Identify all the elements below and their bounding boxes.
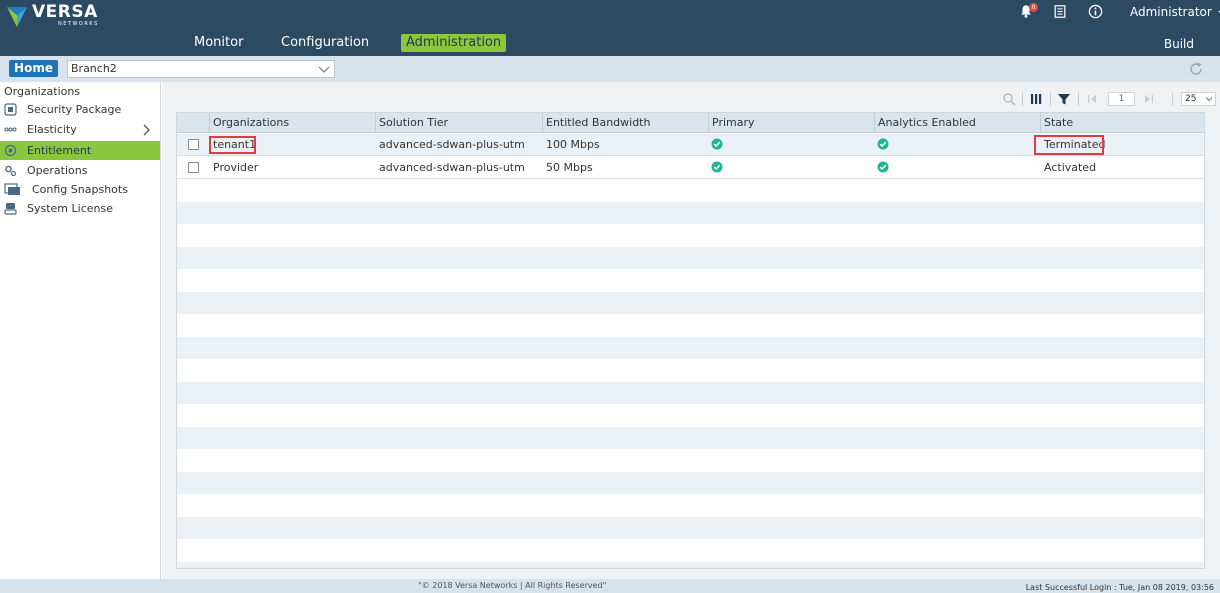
page-number-input[interactable]: 1 <box>1108 92 1135 106</box>
notifications-icon[interactable]: 0 <box>1019 3 1038 20</box>
info-icon[interactable] <box>1088 4 1104 20</box>
table-row[interactable]: tenant1 advanced-sdwan-plus-utm 100 Mbps… <box>177 134 1204 156</box>
chevron-right-icon[interactable] <box>141 124 151 136</box>
sidebar-item-config-snapshots[interactable]: Config Snapshots <box>0 180 160 199</box>
footer: "© 2018 Versa Networks | All Rights Rese… <box>0 579 1220 593</box>
cell-organization[interactable]: Provider <box>213 161 259 174</box>
cell-state: Terminated <box>1044 138 1106 151</box>
chevron-down-icon <box>1205 97 1213 102</box>
refresh-icon[interactable] <box>1188 61 1204 77</box>
chevron-down-icon <box>318 66 330 73</box>
empty-row <box>177 517 1204 539</box>
table-row[interactable]: Provider advanced-sdwan-plus-utm 50 Mbps… <box>177 157 1204 179</box>
user-name: Administrator <box>1130 5 1212 19</box>
column-header-solution-tier[interactable]: Solution Tier <box>375 113 542 133</box>
cell-state: Activated <box>1044 161 1097 174</box>
sidebar-item-security-package[interactable]: Security Package <box>0 100 160 119</box>
build-link[interactable]: Build <box>1163 37 1194 51</box>
chevron-right-icon[interactable] <box>1141 92 1155 106</box>
home-button[interactable]: Home <box>9 60 58 77</box>
sidebar-item-label: Elasticity <box>27 123 77 136</box>
page-size-value: 25 <box>1185 94 1197 104</box>
nav-monitor[interactable]: Monitor <box>194 35 244 50</box>
sidebar-item-elasticity[interactable]: Elasticity <box>0 120 160 139</box>
sub-header: Home Branch2 <box>0 56 1220 82</box>
toolbar-divider <box>1078 92 1079 106</box>
page-size-select[interactable]: 25 <box>1181 92 1216 106</box>
versa-logo-icon <box>7 7 27 27</box>
empty-row <box>177 337 1204 359</box>
columns-icon[interactable] <box>1029 92 1043 106</box>
cell-solution-tier: advanced-sdwan-plus-utm <box>379 161 525 174</box>
config-snapshots-icon <box>4 183 20 195</box>
column-header-primary[interactable]: Primary <box>708 113 874 133</box>
check-circle-icon <box>877 138 889 150</box>
sidebar-title[interactable]: Organizations <box>4 85 81 98</box>
toolbar-divider <box>1172 92 1173 106</box>
column-header-organizations[interactable]: Organizations <box>209 113 375 133</box>
toolbar-divider <box>1022 92 1023 106</box>
operations-icon <box>5 165 17 177</box>
sidebar: Organizations Security Package Elasticit… <box>0 82 161 579</box>
cell-bandwidth: 50 Mbps <box>546 161 593 174</box>
sidebar-item-label: Entitlement <box>27 144 92 157</box>
empty-row <box>177 202 1204 224</box>
check-circle-icon <box>711 161 723 173</box>
empty-row <box>177 427 1204 449</box>
toolbar-divider <box>1050 92 1051 106</box>
main-content: 1 25 Organizations Solution Tier Entitle… <box>162 82 1220 579</box>
entitlement-icon <box>4 144 17 157</box>
chevron-left-icon[interactable] <box>1086 92 1100 106</box>
empty-row <box>177 247 1204 269</box>
empty-row <box>177 562 1204 568</box>
cell-bandwidth: 100 Mbps <box>546 138 600 151</box>
check-circle-icon <box>711 138 723 150</box>
versa-logo[interactable]: VERSA NETWORKS <box>6 4 99 32</box>
system-license-icon <box>4 203 17 215</box>
row-checkbox[interactable] <box>188 162 199 173</box>
sidebar-item-label: Operations <box>27 164 88 177</box>
notification-count: 0 <box>1029 3 1038 12</box>
tasks-icon[interactable] <box>1053 4 1069 20</box>
column-header-analytics-enabled[interactable]: Analytics Enabled <box>874 113 1040 133</box>
user-menu[interactable]: Administrator <box>1130 5 1220 19</box>
highlight-box <box>1034 135 1104 155</box>
filter-icon[interactable] <box>1057 92 1071 106</box>
elasticity-icon <box>4 127 17 132</box>
sidebar-item-label: Config Snapshots <box>32 183 128 196</box>
last-login-text: Last Successful Login : Tue, Jan 08 2019… <box>1025 583 1214 592</box>
cell-organization[interactable]: tenant1 <box>213 138 257 151</box>
empty-row <box>177 382 1204 404</box>
sidebar-item-operations[interactable]: Operations <box>0 161 160 180</box>
copyright-text: "© 2018 Versa Networks | All Rights Rese… <box>418 581 607 590</box>
column-header-entitled-bandwidth[interactable]: Entitled Bandwidth <box>542 113 708 133</box>
sidebar-item-label: System License <box>27 202 113 215</box>
highlight-box <box>209 136 256 154</box>
security-package-icon <box>4 103 17 116</box>
nav-configuration[interactable]: Configuration <box>281 35 370 50</box>
top-header: VERSA NETWORKS Monitor Configuration Adm… <box>0 0 1220 56</box>
sidebar-item-system-license[interactable]: System License <box>0 199 160 218</box>
organizations-grid: Organizations Solution Tier Entitled Ban… <box>176 112 1205 569</box>
sidebar-item-entitlement[interactable]: Entitlement <box>0 141 160 160</box>
nav-administration[interactable]: Administration <box>401 34 507 52</box>
logo-name: VERSA <box>32 2 98 22</box>
logo-sub: NETWORKS <box>58 21 99 27</box>
row-checkbox[interactable] <box>188 139 199 150</box>
grid-header: Organizations Solution Tier Entitled Ban… <box>177 113 1204 133</box>
sidebar-item-label: Security Package <box>27 103 122 116</box>
appliance-select[interactable]: Branch2 <box>67 60 335 78</box>
grid-toolbar: 1 25 <box>1000 90 1220 108</box>
check-circle-icon <box>877 161 889 173</box>
appliance-select-value: Branch2 <box>71 62 117 75</box>
zoom-icon[interactable] <box>1002 92 1016 106</box>
cell-solution-tier: advanced-sdwan-plus-utm <box>379 138 525 151</box>
empty-row <box>177 472 1204 494</box>
empty-row <box>177 292 1204 314</box>
column-header-state[interactable]: State <box>1040 113 1204 133</box>
